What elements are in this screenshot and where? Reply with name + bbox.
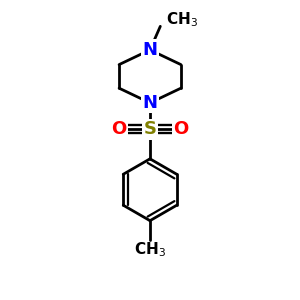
Text: CH$_3$: CH$_3$ <box>166 10 198 29</box>
Text: CH$_3$: CH$_3$ <box>134 240 166 259</box>
Text: N: N <box>142 94 158 112</box>
Text: N: N <box>142 41 158 59</box>
Text: O: O <box>173 120 188 138</box>
Text: O: O <box>112 120 127 138</box>
Text: S: S <box>143 120 157 138</box>
